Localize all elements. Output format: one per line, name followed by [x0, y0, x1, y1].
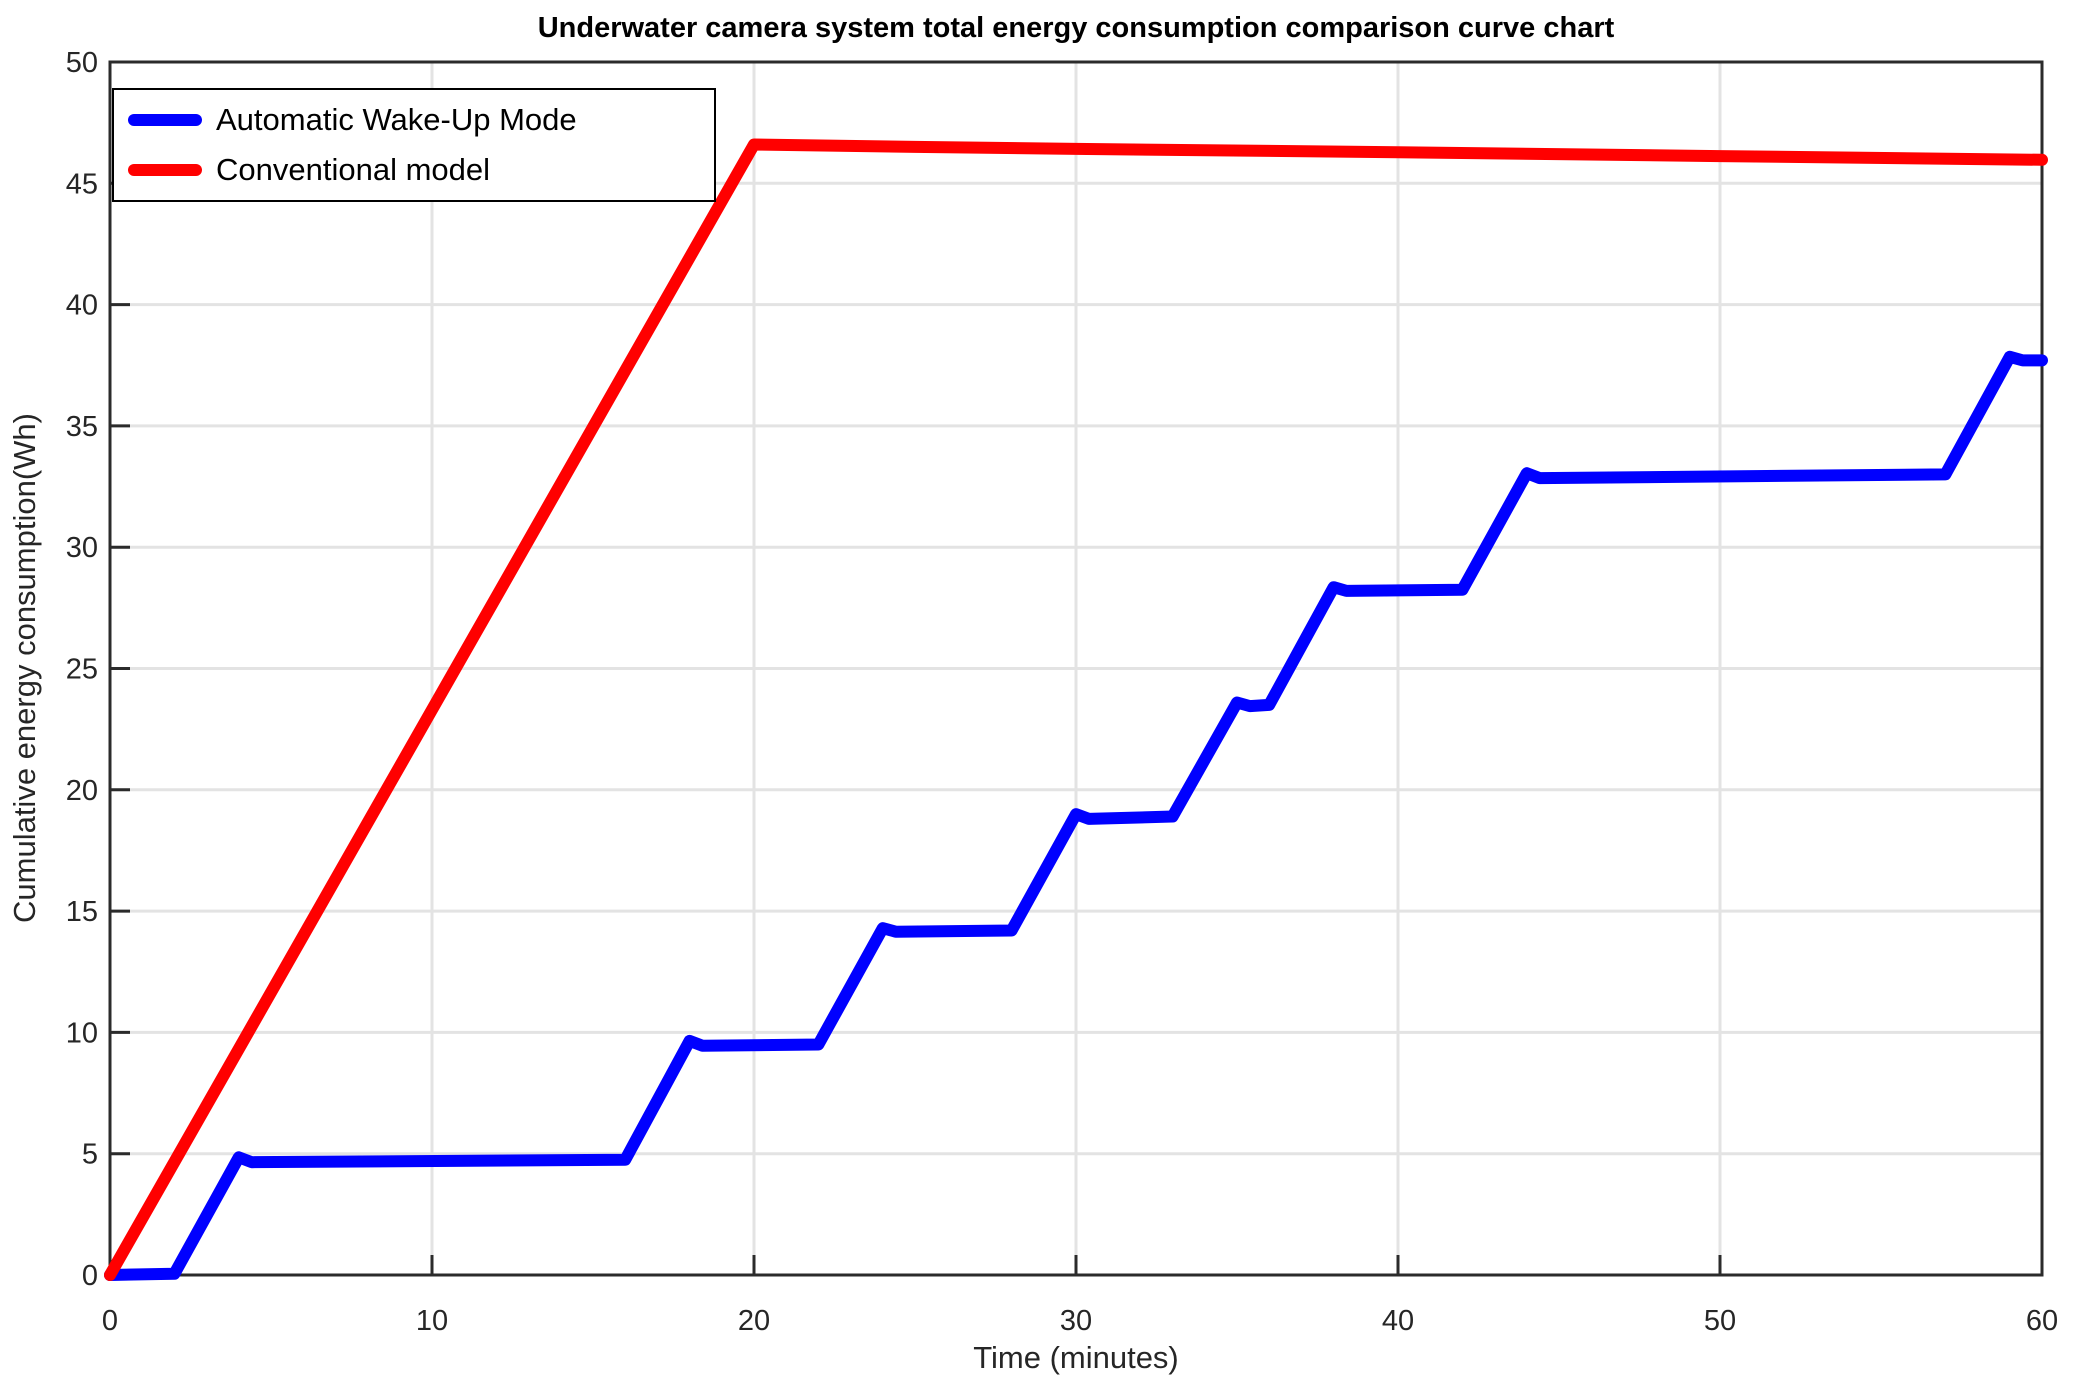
- y-tick-label: 20: [66, 775, 98, 807]
- y-axis-label: Cumulative energy consumption(Wh): [7, 413, 42, 923]
- y-tick-label: 40: [66, 290, 98, 322]
- x-axis-label: Time (minutes): [973, 1340, 1179, 1375]
- y-tick-label: 5: [82, 1139, 98, 1171]
- y-tick-label: 45: [66, 168, 98, 200]
- legend-label: Automatic Wake-Up Mode: [216, 102, 577, 137]
- x-tick-label: 30: [1060, 1305, 1092, 1337]
- legend: Automatic Wake-Up Mode Conventional mode…: [112, 88, 716, 202]
- legend-line-sample-blue-icon: [128, 114, 202, 126]
- y-tick-label: 35: [66, 411, 98, 443]
- legend-entry-automatic-wake-up-mode: Automatic Wake-Up Mode: [128, 95, 714, 145]
- series-line-conventional-model: [104, 138, 2048, 1281]
- x-tick-label: 50: [1704, 1305, 1736, 1337]
- legend-label: Conventional model: [216, 152, 491, 187]
- x-tick-label: 60: [2026, 1305, 2058, 1337]
- y-tick-label: 30: [66, 532, 98, 564]
- y-tick-label: 0: [82, 1260, 98, 1292]
- y-tick-label: 10: [66, 1017, 98, 1049]
- y-tick-label: 50: [66, 47, 98, 79]
- x-tick-label: 10: [416, 1305, 448, 1337]
- chart-title: Underwater camera system total energy co…: [537, 12, 1615, 44]
- legend-entry-conventional-model: Conventional model: [128, 145, 714, 195]
- x-tick-label: 0: [102, 1305, 118, 1337]
- x-tick-label: 20: [738, 1305, 770, 1337]
- y-tick-label: 15: [66, 896, 98, 928]
- y-tick-label: 25: [66, 654, 98, 686]
- x-tick-label: 40: [1382, 1305, 1414, 1337]
- series-line-automatic-wake-up-mode: [104, 350, 2048, 1281]
- legend-line-sample-red-icon: [128, 164, 202, 176]
